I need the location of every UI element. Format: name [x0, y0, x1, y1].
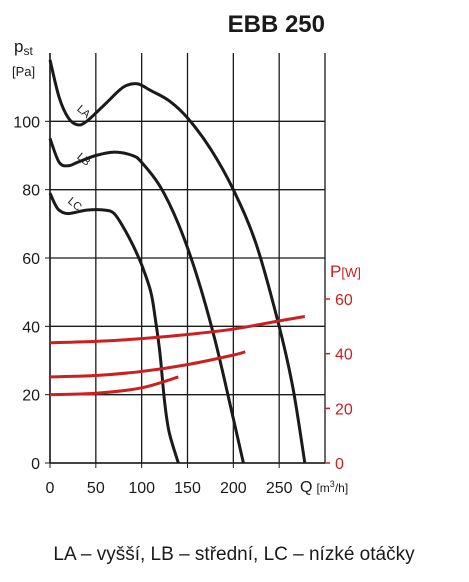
caption: LA – vyšší, LB – střední, LC – nízké otá…	[53, 544, 415, 565]
x-unit: [m	[316, 481, 329, 495]
x-unit-sup: 3	[330, 479, 335, 489]
series-line	[48, 59, 307, 464]
y2-tick-label: 60	[335, 292, 353, 309]
chart-title: EBB 250	[228, 11, 325, 38]
x-tick-label: 0	[46, 480, 55, 497]
y2-label-symbol: P	[330, 262, 341, 281]
series-line	[48, 192, 180, 464]
x-label: Q [m3/h]	[300, 479, 348, 496]
y2-tick-label: 0	[335, 456, 344, 473]
series-line	[49, 350, 246, 379]
y-tick-label: 20	[22, 388, 40, 405]
y-unit: [Pa]	[12, 64, 35, 79]
y-tick-label: 80	[22, 183, 40, 200]
x-tick-label: 250	[266, 480, 293, 497]
x-label-symbol: Q	[300, 479, 312, 496]
series-line	[48, 137, 245, 464]
y2-unit: [W]	[341, 265, 361, 280]
y-tick-label: 40	[22, 319, 40, 336]
x-tick-label: 150	[174, 480, 201, 497]
x-tick-label: 50	[87, 480, 105, 497]
y-tick-label: 100	[13, 114, 40, 131]
y-label-sub: st	[23, 44, 33, 58]
series-line	[49, 315, 306, 345]
x-unit-end: /h]	[335, 481, 348, 495]
curve-label: LB	[74, 151, 92, 169]
y2-tick-label: 40	[335, 347, 353, 364]
y-label: pst	[14, 37, 33, 58]
y2-label: P[W]	[330, 262, 361, 281]
y-label-symbol: p	[14, 37, 23, 56]
y-tick-label: 0	[31, 456, 40, 473]
x-tick-label: 200	[220, 480, 247, 497]
y-tick-label: 60	[22, 251, 40, 268]
y2-tick-label: 20	[335, 401, 353, 418]
series-line	[49, 375, 179, 397]
x-tick-label: 100	[128, 480, 155, 497]
